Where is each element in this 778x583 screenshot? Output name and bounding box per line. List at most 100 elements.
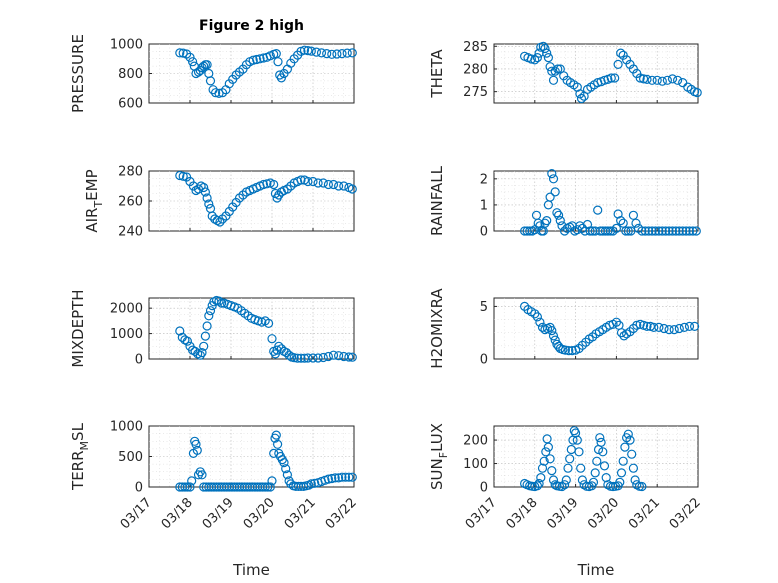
y-tick-label: 500 — [118, 450, 143, 465]
series-markers — [519, 169, 701, 236]
data-point — [279, 458, 289, 468]
data-point — [214, 88, 224, 99]
data-point — [616, 216, 626, 226]
data-point — [191, 185, 201, 196]
data-point — [303, 176, 313, 187]
data-point — [202, 193, 212, 203]
data-point — [188, 57, 198, 67]
data-point — [638, 74, 649, 84]
data-point — [313, 178, 323, 188]
x-axis-label: Time — [232, 561, 270, 579]
data-point — [563, 463, 573, 473]
data-point — [215, 217, 225, 227]
data-point — [560, 345, 571, 355]
data-point — [322, 48, 332, 59]
data-point — [688, 226, 698, 236]
subplot-theta: 275 280 285 THETA — [428, 40, 702, 104]
data-point — [606, 73, 616, 83]
y-axis-label: PRESSURE — [69, 34, 87, 113]
data-point — [264, 318, 274, 328]
data-point — [204, 199, 214, 209]
data-point — [644, 226, 654, 236]
data-point — [258, 179, 269, 190]
data-point — [664, 226, 674, 236]
data-point — [595, 433, 605, 443]
axes-box — [493, 170, 699, 232]
subplot-rainfall: 0 1 2 RAINFALL — [428, 165, 701, 240]
x-tick-label: 03/22 — [323, 495, 360, 532]
data-point — [207, 211, 217, 221]
data-point — [344, 352, 354, 362]
y-tick-label: 100 — [463, 457, 488, 472]
y-tick-label: 2000 — [110, 302, 143, 317]
data-point — [214, 296, 224, 306]
x-tick-label: 03/17 — [118, 495, 155, 532]
data-point — [532, 312, 543, 322]
x-axis-label: Time — [577, 561, 615, 579]
data-point — [637, 481, 647, 492]
data-point — [282, 470, 292, 480]
data-point — [647, 75, 657, 85]
series-markers — [175, 45, 357, 99]
subplot-mixdepth: 0 1000 2000 MIXDEPTH — [69, 289, 357, 368]
data-point — [328, 179, 339, 190]
data-point — [273, 57, 283, 67]
data-point — [548, 174, 559, 184]
data-point — [671, 226, 681, 236]
data-point — [339, 181, 349, 191]
data-point — [334, 181, 344, 191]
data-point — [662, 75, 673, 85]
data-point — [310, 478, 320, 488]
y-tick-label: 2 — [480, 172, 488, 187]
data-point — [308, 353, 318, 363]
data-point — [630, 475, 640, 485]
data-point — [678, 226, 688, 236]
series-markers — [519, 41, 702, 104]
y-tick-label: 1 — [480, 198, 488, 213]
series-markers — [519, 426, 647, 492]
data-point — [347, 184, 357, 194]
data-point — [684, 226, 695, 236]
data-point — [263, 482, 273, 492]
x-tick-label: 03/21 — [626, 495, 663, 532]
data-point — [674, 323, 684, 334]
data-point — [640, 226, 650, 236]
data-point — [620, 442, 630, 452]
data-point — [659, 323, 669, 334]
data-point — [199, 182, 209, 193]
data-point — [200, 187, 210, 197]
data-point — [684, 321, 695, 331]
data-point — [605, 226, 616, 236]
data-point — [328, 350, 339, 360]
data-point — [611, 223, 622, 233]
data-point — [293, 353, 303, 363]
y-tick-label: 1000 — [110, 38, 143, 53]
data-point — [545, 192, 555, 202]
y-tick-label: 275 — [463, 85, 488, 100]
data-point — [205, 306, 216, 316]
data-point — [276, 73, 286, 83]
y-tick-label: 285 — [463, 40, 488, 55]
data-point — [197, 470, 207, 480]
y-tick-label: 0 — [480, 481, 488, 496]
y-axis-label: THETA — [428, 49, 446, 99]
data-point — [543, 52, 554, 63]
data-point — [185, 52, 195, 62]
data-point — [200, 331, 210, 341]
y-tick-label: 5 — [480, 300, 488, 315]
data-point — [550, 187, 560, 197]
data-point — [569, 426, 579, 436]
y-tick-label: 0 — [135, 481, 143, 496]
data-point — [316, 48, 327, 58]
data-point — [187, 476, 197, 486]
data-point — [647, 226, 657, 236]
data-point — [553, 210, 564, 220]
subplot-pressure: 600 800 1000 PRESSURE Figure 2 high — [69, 18, 357, 113]
data-point — [616, 48, 626, 58]
x-tick-label: 03/18 — [159, 495, 196, 532]
data-point — [323, 179, 333, 190]
data-point — [530, 55, 540, 65]
data-point — [672, 75, 683, 85]
data-point — [204, 311, 214, 321]
